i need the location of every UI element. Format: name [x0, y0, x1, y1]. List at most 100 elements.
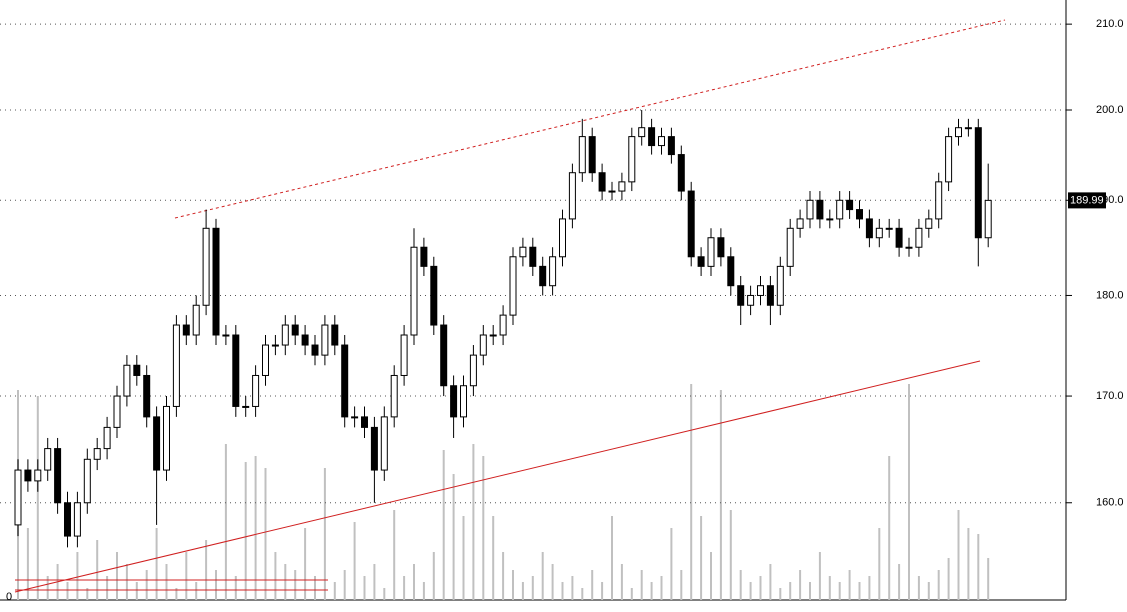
candle-body: [153, 416, 161, 471]
candle-body: [697, 256, 705, 267]
candle-body: [370, 426, 378, 471]
candle-body: [380, 416, 388, 471]
candle-body: [83, 458, 91, 504]
candle-body: [361, 416, 368, 428]
candle-body: [232, 334, 240, 407]
candle-body: [559, 218, 566, 258]
candle-body: [64, 502, 71, 537]
candle-body: [915, 227, 923, 248]
candle-body: [707, 237, 715, 267]
candle-body: [568, 172, 576, 220]
candle-body: [677, 154, 685, 192]
candle-body: [667, 136, 675, 156]
candle-body: [222, 334, 230, 337]
candle-body: [113, 395, 121, 428]
candle-body: [816, 199, 824, 220]
candle-body: [549, 256, 557, 287]
candle-body: [301, 334, 309, 346]
candle-body: [450, 385, 458, 418]
candle-body: [440, 324, 448, 387]
candle-body: [885, 227, 893, 230]
candle-body: [529, 246, 537, 267]
candle-body: [964, 127, 972, 130]
candle-body: [281, 324, 289, 346]
candle-body: [598, 172, 606, 192]
candle-body: [796, 218, 804, 229]
candle-body: [390, 374, 398, 418]
last-price-label: 189.99: [1070, 194, 1104, 206]
candle-body: [172, 324, 180, 407]
candle-body: [321, 324, 329, 356]
y-tick-label: 160.0: [1096, 497, 1124, 509]
candle-body: [430, 265, 438, 326]
candle-body: [311, 344, 319, 356]
candle-body: [252, 374, 260, 407]
candle-body: [875, 227, 883, 239]
candle-body: [469, 354, 477, 387]
candle-body: [984, 199, 992, 239]
candle-body: [14, 469, 22, 526]
trend-line: [14, 360, 981, 593]
y-tick-label: 210.0: [1096, 18, 1124, 30]
candle-body: [163, 405, 170, 471]
candle-body: [905, 246, 913, 249]
candle-body: [955, 127, 962, 138]
candle-body: [588, 136, 596, 174]
candle-body: [34, 469, 42, 482]
candle-body: [73, 502, 81, 537]
candle-body: [658, 136, 665, 147]
y-tick-label: 170.0: [1096, 390, 1124, 402]
candle-body: [747, 294, 755, 306]
candle-body: [123, 364, 131, 397]
candle-body: [648, 127, 656, 147]
candle-body: [687, 190, 695, 258]
candle-body: [24, 469, 32, 482]
candle-body: [351, 416, 359, 419]
candle-body: [509, 256, 517, 316]
candle-layer: [14, 110, 992, 548]
candle-body: [192, 304, 200, 336]
candle-body: [331, 324, 339, 346]
trend-line: [174, 19, 1006, 219]
candle-body: [578, 136, 586, 174]
candle-body: [766, 285, 774, 306]
candle-body: [638, 127, 646, 138]
candle-body: [44, 448, 52, 471]
candle-body: [836, 199, 844, 220]
candle-body: [935, 181, 943, 220]
candle-body: [499, 314, 507, 336]
candle-body: [717, 237, 725, 258]
candle-body: [410, 246, 418, 336]
candle-body: [133, 364, 141, 376]
candle-body: [757, 285, 764, 296]
volume-axis-label: 0: [6, 591, 12, 603]
candle-body: [737, 285, 745, 306]
candle-body: [727, 256, 735, 287]
candle-body: [460, 385, 467, 418]
candle-body: [856, 209, 863, 220]
candle-body: [202, 227, 210, 306]
candle-body: [608, 190, 616, 193]
last-price-box: [1068, 192, 1106, 209]
volume-layer: [17, 384, 990, 600]
candle-body: [925, 218, 933, 229]
candle-body: [628, 136, 636, 183]
candle-body: [776, 265, 784, 306]
candle-body: [182, 324, 190, 336]
candle-body: [271, 344, 279, 347]
candle-body: [341, 344, 349, 418]
candle-body: [400, 334, 408, 376]
candle-body: [143, 374, 151, 418]
candle-body: [846, 199, 854, 211]
candle-body: [519, 246, 527, 258]
candle-body: [539, 265, 547, 287]
candle-body: [826, 218, 834, 221]
candle-body: [806, 199, 814, 220]
candle-body: [945, 136, 953, 183]
candle-body: [895, 227, 903, 248]
candle-body: [786, 227, 794, 267]
candle-body: [865, 218, 873, 239]
